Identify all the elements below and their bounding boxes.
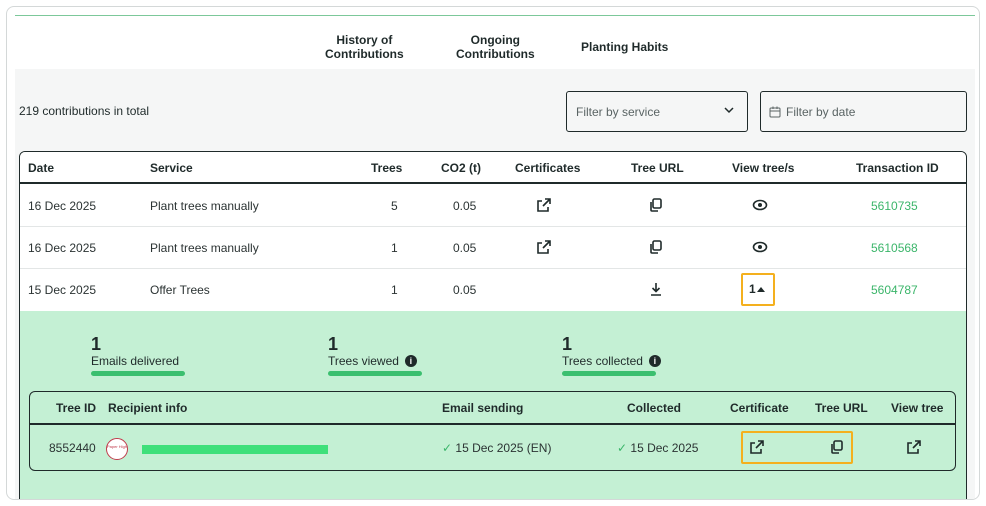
tab-bar: History of Contributions Ongoing Contrib… [7,17,979,79]
certificate-url-highlight [741,431,853,464]
row-date: 15 Dec 2025 [28,283,97,297]
stat-value: 1 [91,334,102,354]
stat-label: Trees collected [562,354,643,368]
recipients-table-header: Tree ID Recipient info Email sending Col… [30,392,955,425]
contributions-table: Date Service Trees CO2 (t) Certificates … [19,151,967,499]
row-service: Plant trees manually [150,199,259,213]
stat-label-row: Emails delivered [91,354,185,368]
collected-status: ✓ 15 Dec 2025 [617,441,698,455]
row-service: Offer Trees [150,283,210,297]
download-icon[interactable] [648,281,664,297]
stat-emails-delivered: 1 Emails delivered [91,335,185,376]
stat-underline [91,371,185,376]
recipients-table: Tree ID Recipient info Email sending Col… [29,391,956,471]
redacted-recipient-info [142,445,328,454]
info-icon[interactable]: i [648,355,661,367]
caret-up-icon [756,287,765,292]
stat-label: Emails delivered [91,354,180,368]
recipient-row: 8552440 Paper High ✓ 15 Dec 2025 (EN) ✓ … [30,427,955,470]
tab-history-of-contributions[interactable]: History of Contributions [325,33,404,61]
row-co2: 0.05 [453,283,477,297]
tab-label: Planting Habits [581,40,669,54]
stat-value: 1 [562,334,573,354]
tree-id: 8552440 [49,441,96,455]
row-date: 16 Dec 2025 [28,241,97,255]
table-row-expanded: 15 Dec 2025 Offer Trees 1 0.05 1 5604787 [20,269,966,311]
filter-date-placeholder: Filter by date [786,104,856,119]
recipient-avatar: Paper High [106,438,128,460]
eye-icon[interactable] [752,197,768,213]
external-link-icon[interactable] [749,439,765,455]
tab-label-line2: Contributions [456,47,535,61]
stat-label-row: Trees viewed i [328,354,422,368]
row-co2: 0.05 [453,241,477,255]
column-header-certificate: Certificate [730,401,789,415]
checkmark-icon: ✓ [617,441,628,455]
table-header: Date Service Trees CO2 (t) Certificates … [20,152,966,184]
tab-planting-habits[interactable]: Planting Habits [581,40,668,54]
row-trees: 1 [391,241,398,255]
view-trees-count: 1 [749,282,756,296]
column-header-certificates: Certificates [515,161,581,175]
contributions-panel: History of Contributions Ongoing Contrib… [6,6,980,500]
tab-ongoing-contributions[interactable]: Ongoing Contributions [456,33,535,61]
top-divider [15,15,975,16]
column-header-transaction-id: Transaction ID [856,161,939,175]
contributions-total: 219 contributions in total [19,104,150,118]
transaction-id-link[interactable]: 5604787 [871,283,918,297]
filter-service-placeholder: Filter by service [576,104,661,119]
column-header-view-trees: View tree/s [732,161,795,175]
column-header-co2: CO2 (t) [441,161,481,175]
tab-label-line2: Contributions [325,47,404,61]
filter-by-date-input[interactable]: Filter by date [760,91,967,132]
row-trees: 1 [391,283,398,297]
table-row: 16 Dec 2025 Plant trees manually 1 0.05 … [20,227,966,269]
view-trees-toggle[interactable]: 1 [749,282,766,296]
filter-by-service-select[interactable]: Filter by service [566,91,748,132]
email-sending-date: 15 Dec 2025 (EN) [455,441,552,455]
copy-icon[interactable] [648,197,664,213]
copy-icon[interactable] [829,439,845,455]
expanded-details: 1 Emails delivered 1 Trees viewed i 1 [20,311,966,499]
row-date: 16 Dec 2025 [28,199,97,213]
column-header-collected: Collected [627,401,682,415]
external-link-icon[interactable] [536,197,552,213]
row-co2: 0.05 [453,199,477,213]
stat-underline [328,371,422,376]
stat-value: 1 [328,334,339,354]
transaction-id-link[interactable]: 5610568 [871,241,918,255]
stat-label-row: Trees collected i [562,354,661,368]
column-header-email-sending: Email sending [442,401,524,415]
stat-underline [562,371,656,376]
row-service: Plant trees manually [150,241,259,255]
history-content: 219 contributions in total Filter by ser… [15,69,975,499]
table-row: 16 Dec 2025 Plant trees manually 5 0.05 … [20,185,966,227]
email-sending-status: ✓ 15 Dec 2025 (EN) [442,441,551,455]
column-header-service: Service [150,161,193,175]
stat-trees-collected: 1 Trees collected i [562,335,661,376]
stat-label: Trees viewed [328,354,399,368]
tab-label-line1: History of [336,33,393,47]
view-toggle-highlight [741,273,775,306]
collected-date: 15 Dec 2025 [630,441,699,455]
row-trees: 5 [391,199,398,213]
tab-label-line1: Ongoing [470,33,520,47]
column-header-trees: Trees [371,161,403,175]
stat-trees-viewed: 1 Trees viewed i [328,335,422,376]
column-header-date: Date [28,161,55,175]
copy-icon[interactable] [648,239,664,255]
column-header-recipient-info: Recipient info [108,401,188,415]
column-header-tree-url: Tree URL [815,401,868,415]
column-header-tree-url: Tree URL [631,161,684,175]
column-header-tree-id: Tree ID [56,401,97,415]
external-link-icon[interactable] [536,239,552,255]
calendar-icon [769,106,781,117]
eye-icon[interactable] [752,239,768,255]
column-header-view-tree: View tree [891,401,944,415]
transaction-id-link[interactable]: 5610735 [871,199,918,213]
info-icon[interactable]: i [404,355,417,367]
external-link-icon[interactable] [906,439,922,455]
chevron-down-icon [724,107,734,114]
checkmark-icon: ✓ [442,441,453,455]
